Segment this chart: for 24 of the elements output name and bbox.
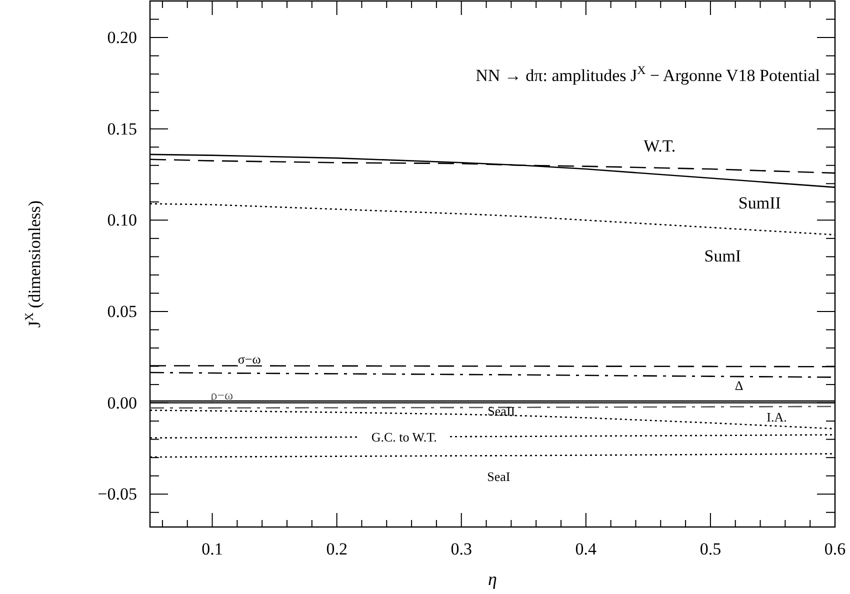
series-label: σ−ω (238, 351, 262, 366)
x-tick-label: 0.1 (202, 540, 223, 558)
y-tick-label: 0.00 (107, 393, 137, 412)
y-tick-label: 0.05 (107, 302, 137, 321)
series-label: SeaI (487, 469, 510, 484)
x-tick-label: 0.4 (575, 540, 598, 558)
x-tick-label: 0.6 (824, 540, 846, 558)
y-tick-label: 0.15 (107, 119, 137, 138)
series-label: ρ−ω (210, 387, 234, 402)
series-label: SumII (738, 193, 782, 212)
series-label: G.C. to W.T. (371, 429, 437, 444)
series-label: SumI (704, 246, 742, 266)
x-axis-title: η (488, 569, 498, 589)
series-label: I.A. (766, 410, 787, 425)
y-tick-label: 0.20 (107, 28, 137, 48)
x-tick-label: 0.5 (700, 540, 722, 558)
x-tick-label: 0.3 (450, 540, 472, 558)
series-label: SeaII (488, 403, 516, 418)
y-tick-label: 0.10 (107, 210, 137, 230)
x-tick-label: 0.2 (326, 540, 348, 558)
series-label: W.T. (644, 136, 676, 156)
series-label: Δ (734, 378, 744, 394)
text: NN → dπ: amplitudes J$^{X}$ − Argonne V18 Potential (476, 63, 820, 85)
y-tick-label: −0.05 (98, 484, 137, 504)
